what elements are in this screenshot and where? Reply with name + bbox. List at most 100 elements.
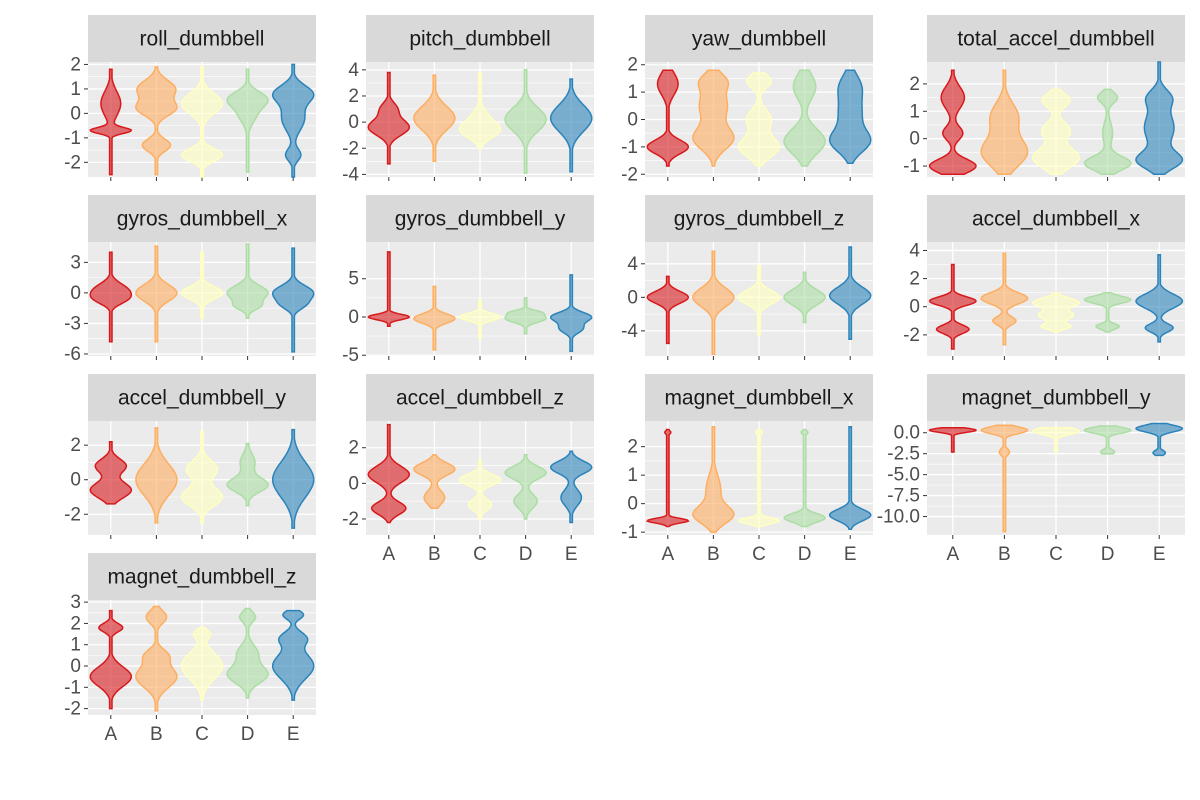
y-tick-label: -2 — [903, 325, 920, 346]
y-tick-label: -1 — [64, 677, 81, 698]
facet-panel-gyros_dumbbell_x: gyros_dumbbell_x -6 -3 0 3 — [64, 195, 316, 365]
y-tick-label: 0 — [70, 103, 81, 124]
violin-B — [413, 74, 456, 163]
violin-D — [1083, 425, 1132, 455]
x-tick-label: C — [195, 724, 209, 745]
facet-panel-roll_dumbbell: roll_dumbbell -2 -1 0 1 2 — [64, 15, 316, 181]
y-tick-label: 0 — [70, 470, 81, 491]
y-tick-label: 2 — [909, 74, 920, 95]
x-tick-label: C — [752, 544, 766, 565]
facet-strip-label: accel_dumbbell_y — [118, 387, 287, 410]
violin-E — [828, 69, 872, 165]
y-tick-label: -1 — [64, 128, 81, 149]
facet-panel-accel_dumbbell_x: accel_dumbbell_x -2 0 2 4 — [903, 195, 1185, 360]
y-tick-label: -4 — [621, 321, 638, 342]
x-tick-label: E — [565, 544, 578, 565]
violin-C — [737, 264, 781, 336]
x-tick-label: A — [661, 544, 674, 565]
y-tick-label: 0 — [348, 473, 359, 494]
violin-C — [180, 626, 224, 701]
violin-B — [692, 425, 735, 533]
y-tick-label: 0 — [909, 129, 920, 150]
violin-A — [928, 263, 977, 350]
facet-strip — [927, 195, 1185, 242]
y-tick-label: 0.0 — [894, 423, 920, 444]
violin-D — [226, 607, 269, 699]
y-tick-label: 1 — [70, 635, 81, 656]
facet-panel-pitch_dumbbell: pitch_dumbbell -4 -2 0 2 4 — [342, 15, 594, 185]
x-tick-label: E — [844, 544, 857, 565]
y-tick-label: 5 — [348, 269, 359, 290]
facet-strip — [88, 195, 316, 242]
violin-A — [367, 71, 411, 165]
violin-C — [1032, 88, 1080, 176]
y-tick-label: -2.5 — [887, 444, 920, 465]
y-tick-label: -2 — [342, 509, 359, 530]
violin-A — [928, 426, 977, 453]
violin-E — [271, 428, 315, 529]
y-tick-label: -1 — [621, 522, 638, 543]
violin-C — [737, 72, 781, 167]
violin-B — [135, 245, 178, 343]
facet-strip — [645, 374, 873, 421]
violin-A — [367, 251, 411, 327]
y-tick-label: 0 — [627, 494, 638, 515]
x-tick-label: A — [104, 724, 117, 745]
y-tick-label: 4 — [627, 254, 638, 275]
facet-strip — [927, 374, 1185, 421]
violin-C — [458, 299, 502, 340]
y-tick-label: 0 — [909, 297, 920, 318]
y-tick-label: -10.0 — [877, 507, 920, 528]
violin-B — [135, 66, 178, 176]
violin-A — [89, 440, 133, 505]
violin-E — [271, 63, 315, 178]
facet-strip — [645, 15, 873, 62]
y-tick-label: -5 — [342, 345, 359, 366]
y-tick-label: 2 — [627, 437, 638, 458]
violin-C — [1032, 291, 1080, 333]
violin-B — [413, 454, 456, 510]
y-tick-label: -3 — [64, 313, 81, 334]
y-tick-label: 3 — [70, 592, 81, 613]
violin-D — [1083, 291, 1132, 333]
y-tick-label: -2 — [342, 138, 359, 159]
y-tick-label: -7.5 — [887, 486, 920, 507]
violin-C — [458, 459, 502, 520]
violin-A — [89, 609, 133, 710]
violin-D — [1083, 88, 1132, 176]
facet-strip — [927, 15, 1185, 62]
violin-D — [783, 428, 826, 528]
violin-B — [413, 285, 456, 351]
y-tick-label: 0 — [348, 307, 359, 328]
y-tick-label: 0 — [70, 656, 81, 677]
y-tick-label: 2 — [627, 55, 638, 76]
y-tick-label: -4 — [342, 164, 359, 185]
y-tick-label: 1 — [627, 82, 638, 103]
facet-strip-label: roll_dumbbell — [140, 28, 265, 51]
violin-A — [646, 428, 690, 528]
violin-E — [828, 246, 872, 340]
y-tick-label: 0 — [627, 110, 638, 131]
x-tick-label: D — [1101, 544, 1115, 565]
violin-E — [1135, 61, 1184, 176]
facet-panel-magnet_dumbbell_y: magnet_dumbbell_y -10.0-7.5-5.0-2.50.0 A B C… — [877, 374, 1185, 565]
y-tick-label: -5.0 — [887, 465, 920, 486]
violin-C — [737, 428, 781, 528]
y-tick-label: -6 — [64, 344, 81, 365]
violin-B — [980, 252, 1029, 346]
y-tick-label: 0 — [627, 287, 638, 308]
facet-panel-gyros_dumbbell_y: gyros_dumbbell_y -5 0 5 — [342, 195, 594, 366]
x-tick-label: B — [707, 544, 720, 565]
x-tick-label: B — [428, 544, 441, 565]
x-tick-label: E — [1153, 544, 1166, 565]
violin-E — [271, 247, 315, 353]
violin-D — [504, 69, 547, 174]
violin-D — [226, 243, 269, 320]
facet-strip-label: gyros_dumbbell_y — [395, 208, 566, 231]
violin-D — [226, 68, 269, 173]
facet-panel-gyros_dumbbell_z: gyros_dumbbell_z -4 0 4 — [621, 195, 873, 360]
violin-B — [692, 250, 735, 356]
y-tick-label: 0 — [70, 283, 81, 304]
violin-B — [135, 605, 178, 712]
